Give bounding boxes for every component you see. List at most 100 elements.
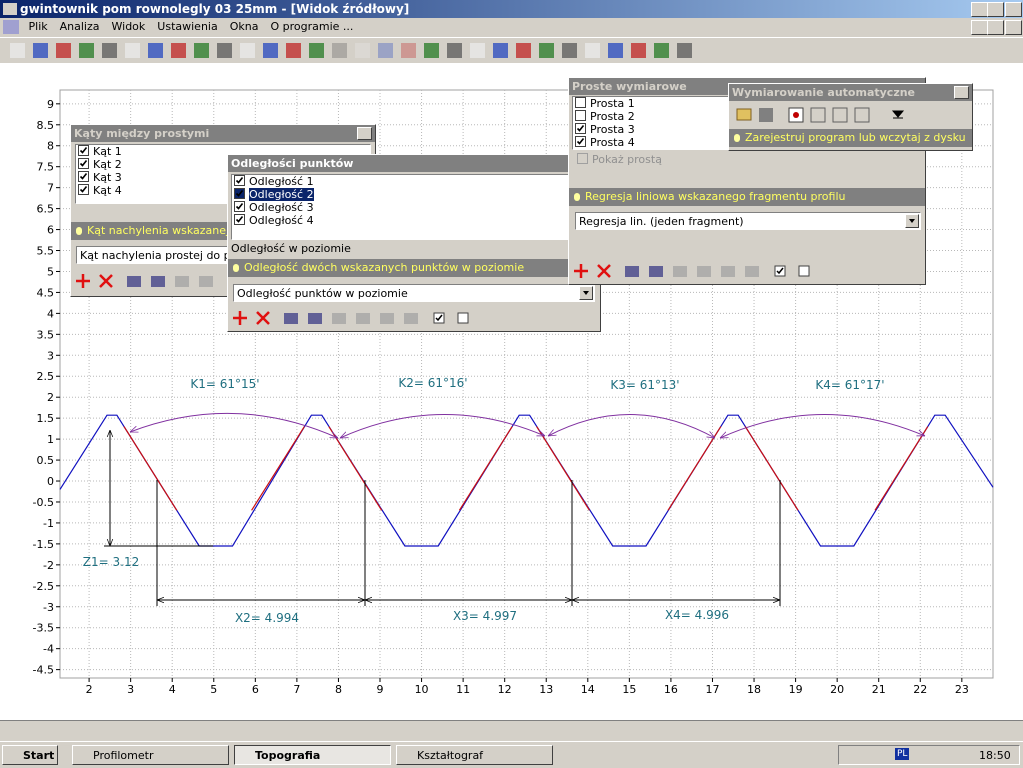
tool-button[interactable] [539,43,554,58]
combo-box[interactable]: Odległość punktów w poziomie [233,284,595,302]
tool-icon[interactable] [380,313,394,324]
list-item[interactable]: Prosta 3 [573,123,733,136]
checkbox[interactable] [234,214,245,225]
tool-icon[interactable] [199,276,213,287]
delete-icon[interactable] [256,311,270,325]
save-icon[interactable] [759,108,773,122]
tool-button[interactable] [125,43,140,58]
checkbox[interactable] [78,171,89,182]
list-item[interactable]: Prosta 4 [573,136,733,149]
tool-button[interactable] [332,43,347,58]
tool-button[interactable] [217,43,232,58]
menu-item[interactable]: Ustawienia [157,20,218,33]
tool-button[interactable] [263,43,278,58]
add-icon[interactable] [233,311,247,325]
option[interactable]: Pokaż prostą [577,153,662,166]
tool-icon[interactable] [151,276,165,287]
list-item[interactable]: Odległość 3 [232,201,598,214]
tool-icon[interactable] [284,313,298,324]
checkbox[interactable] [234,188,245,199]
add-icon[interactable] [574,264,588,278]
tool-button[interactable] [631,43,646,58]
tool-button[interactable] [562,43,577,58]
language-indicator[interactable]: PL [895,748,910,760]
task-button[interactable]: Topografia [234,745,391,765]
tool-button[interactable] [355,43,370,58]
tool-icon[interactable] [673,266,687,277]
task-button[interactable]: Profilometr [72,745,229,765]
panel-close[interactable] [357,127,372,140]
checkbox[interactable] [78,145,89,156]
delete-icon[interactable] [597,264,611,278]
tool-button[interactable] [378,43,393,58]
checkbox[interactable] [78,184,89,195]
maximize-button[interactable] [987,2,1004,17]
tool-button[interactable] [424,43,439,58]
tool-button[interactable] [677,43,692,58]
tool-button[interactable] [309,43,324,58]
play-icon[interactable] [810,107,826,123]
tool-button[interactable] [470,43,485,58]
checkbox[interactable] [78,158,89,169]
tool-button[interactable] [171,43,186,58]
checkbox[interactable] [234,201,245,212]
checkbox[interactable] [575,110,586,121]
tool-icon[interactable] [308,313,322,324]
dropdown-button[interactable] [905,214,919,228]
checkbox[interactable] [234,175,245,186]
tool-button[interactable] [654,43,669,58]
combo-box[interactable]: Regresja lin. (jeden fragment) [575,212,921,230]
start-button[interactable]: Start [2,745,58,765]
step-icon[interactable] [832,107,848,123]
menu-icon[interactable] [891,110,905,119]
task-button[interactable]: Kształtograf [396,745,553,765]
list-item[interactable]: Kąt 1 [76,145,370,158]
checkbox[interactable] [575,97,586,108]
tool-button[interactable] [33,43,48,58]
dropdown-button[interactable] [579,286,593,300]
menu-item[interactable]: Widok [111,20,146,33]
tool-icon[interactable] [404,313,418,324]
tool-icon[interactable] [625,266,639,277]
list-item[interactable]: Prosta 2 [573,110,733,123]
tool-icon[interactable] [356,313,370,324]
tool-icon[interactable] [175,276,189,287]
delete-icon[interactable] [99,274,113,288]
panel-close[interactable] [954,86,969,99]
tool-button[interactable] [401,43,416,58]
list-item[interactable]: Odległość 4 [232,214,598,227]
tool-button[interactable] [608,43,623,58]
menu-item[interactable]: Analiza [59,20,100,33]
tool-button[interactable] [10,43,25,58]
tool-icon[interactable] [721,266,735,277]
menu-item[interactable]: Plik [28,20,48,33]
tool-button[interactable] [148,43,163,58]
menu-item[interactable]: Okna [229,20,259,33]
tool-icon[interactable] [745,266,759,277]
list-item[interactable]: Prosta 1 [573,97,733,110]
tool-button[interactable] [447,43,462,58]
toggle-box[interactable] [798,265,810,277]
list-item[interactable]: Kąt 4 [76,184,370,197]
close-button[interactable] [1005,2,1022,17]
tool-button[interactable] [102,43,117,58]
tool-button[interactable] [585,43,600,58]
tool-icon[interactable] [697,266,711,277]
menu-item[interactable]: O programie ... [270,20,354,33]
mdi-restore[interactable] [987,20,1004,35]
list-item[interactable]: Kąt 2 [76,158,370,171]
mdi-minimize[interactable] [971,20,988,35]
toggle-box[interactable] [457,312,469,324]
list-item[interactable]: Kąt 3 [76,171,370,184]
checkbox[interactable] [577,153,588,164]
tool-button[interactable] [240,43,255,58]
tool-icon[interactable] [649,266,663,277]
tool-button[interactable] [516,43,531,58]
tool-icon[interactable] [332,313,346,324]
add-icon[interactable] [76,274,90,288]
tool-button[interactable] [493,43,508,58]
tool-icon[interactable] [127,276,141,287]
open-icon[interactable] [736,108,752,121]
tool-button[interactable] [194,43,209,58]
minimize-button[interactable] [971,2,988,17]
